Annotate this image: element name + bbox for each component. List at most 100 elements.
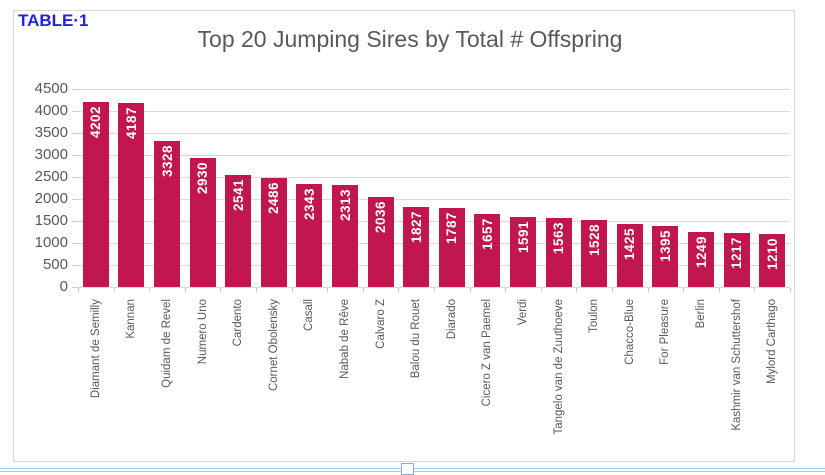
bar: 1563 [545, 218, 572, 287]
gridline [78, 111, 790, 112]
bar-value-label: 2313 [337, 189, 353, 222]
x-axis-tick-mark [683, 288, 685, 292]
y-axis-tick-label: 3500 [34, 124, 68, 141]
bar-value-label: 1249 [693, 236, 709, 269]
y-axis-tick-label: 1000 [34, 234, 68, 251]
x-axis-category-label: Quidam de Revel [149, 299, 185, 459]
bar-value-label: 1787 [444, 212, 460, 245]
gridline [78, 89, 790, 90]
x-axis-category-label-text: Calvaro Z [374, 299, 387, 349]
x-axis-category-label-text: Cornet Obolensky [267, 299, 280, 392]
bar-value-label: 3328 [159, 144, 175, 177]
x-axis-category-label-text: Mylord Carthago [766, 299, 779, 385]
x-axis-category-label: Verdi [505, 299, 541, 459]
bar: 1827 [403, 206, 430, 287]
x-axis-category-label-text: For Pleasure [659, 299, 672, 365]
y-axis-tick-mark [72, 199, 78, 200]
bar: 1528 [581, 219, 608, 287]
bar: 2313 [332, 185, 358, 287]
y-axis: 4500 4000 3500 3000 2500 2000 1500 1000 500 0 [0, 81, 68, 295]
y-axis-tick-label: 0 [59, 278, 68, 295]
x-axis-category-label: Numero Uno [185, 299, 221, 459]
bar-value-label: 2541 [230, 179, 246, 212]
bar: 1425 [616, 224, 643, 287]
x-axis-category-label-text: Diarado [445, 299, 458, 340]
x-axis-tick-mark [184, 288, 186, 292]
bar: 2036 [367, 197, 394, 287]
bar: 1591 [510, 217, 536, 287]
y-axis-tick-mark [72, 287, 78, 288]
bar-value-label: 1217 [729, 237, 745, 270]
x-axis-category-labels: Diamant de Semilly Kannan Quidam de Revel N… [78, 299, 790, 459]
x-axis-category-label-text: Toulon [588, 299, 601, 333]
x-axis-tick-mark [718, 288, 720, 292]
x-axis-tick-mark [790, 288, 791, 292]
x-axis-category-label: Mylord Carthago [754, 299, 790, 459]
x-axis-category-label: Diarado [434, 299, 470, 459]
y-axis-tick-mark [72, 133, 78, 134]
x-axis-category-label: Cicero Z van Paemel [470, 299, 506, 459]
x-axis-tick-mark [576, 288, 578, 292]
y-axis-tick-label: 3000 [34, 146, 68, 163]
bar-value-label: 2343 [301, 187, 317, 220]
x-axis-category-label-text: Verdi [516, 299, 529, 326]
bar: 2486 [260, 177, 287, 287]
y-axis-tick-label: 500 [42, 256, 68, 273]
x-axis-category-label: Nabab de Rêve [327, 299, 363, 459]
bar-value-label: 1425 [622, 228, 638, 261]
plot-area: 4202 4187 3328 2930 2541 2486 2343 2313 2036 1827… [78, 89, 790, 288]
chart-title: Top 20 Jumping Sires by Total # Offsprin… [197, 26, 623, 52]
x-axis-category-label-text: Nabab de Rêve [338, 299, 351, 379]
x-axis-category-label: Toulon [576, 299, 612, 459]
x-axis-category-label: Tangelo van de Zuuthoeve [541, 299, 577, 459]
x-axis-tick-mark [505, 288, 507, 292]
bar: 1787 [438, 208, 465, 287]
x-axis-category-label: Chacco-Blue [612, 299, 648, 459]
x-axis-category-label: Cornet Obolensky [256, 299, 292, 459]
bar-value-label: 1657 [479, 218, 495, 251]
y-axis-tick-label: 4500 [34, 80, 68, 97]
y-axis-tick-mark [72, 221, 78, 222]
bar-value-label: 2486 [266, 181, 282, 214]
bar-value-label: 1827 [408, 210, 424, 243]
x-axis-tick-mark [469, 288, 471, 292]
bar-value-label: 2930 [195, 162, 211, 195]
bar: 1249 [688, 232, 714, 287]
x-axis-category-label-text: Tangelo van de Zuuthoeve [552, 299, 565, 435]
x-axis-tick-mark [647, 288, 649, 292]
x-axis-category-label: Diamant de Semilly [78, 299, 114, 459]
gridline [78, 265, 790, 266]
x-axis-category-label-text: Numero Uno [196, 299, 209, 365]
gridline [78, 177, 790, 178]
y-axis-tick-mark [72, 177, 78, 178]
x-axis-tick-mark [434, 288, 435, 292]
gridline [78, 221, 790, 222]
y-axis-tick-mark [72, 265, 78, 266]
x-axis-category-label: Casall [292, 299, 328, 459]
x-axis-category-label: Balou du Rouet [398, 299, 434, 459]
x-axis-tick-mark [220, 288, 222, 292]
bar: 1217 [723, 233, 750, 287]
bar-value-label: 4202 [88, 106, 104, 139]
y-axis-tick-mark [72, 243, 78, 244]
x-axis-tick-mark [612, 288, 613, 292]
bar-value-label: 1210 [764, 237, 780, 270]
bar-value-label: 2036 [373, 201, 389, 234]
x-axis-category-label: Kannan [114, 299, 150, 459]
y-axis-tick-mark [72, 89, 78, 90]
bar: 2930 [189, 158, 216, 287]
x-axis-tick-mark [256, 288, 257, 292]
x-axis-category-label-text: Cicero Z van Paemel [481, 299, 494, 407]
x-axis-tick-mark [398, 288, 400, 292]
bar-value-label: 1563 [551, 222, 567, 255]
x-axis-category-label-text: Berlin [694, 299, 707, 329]
bar-value-label: 4187 [123, 106, 139, 139]
x-axis-tick-mark [327, 288, 329, 292]
table-caption: TABLE·1 [18, 11, 89, 30]
bar-value-label: 1591 [515, 221, 531, 254]
x-axis-tick-mark [149, 288, 151, 292]
resize-handle[interactable] [401, 463, 414, 475]
x-axis-category-label: For Pleasure [648, 299, 684, 459]
gridline [78, 243, 790, 244]
bar: 4187 [118, 102, 145, 287]
